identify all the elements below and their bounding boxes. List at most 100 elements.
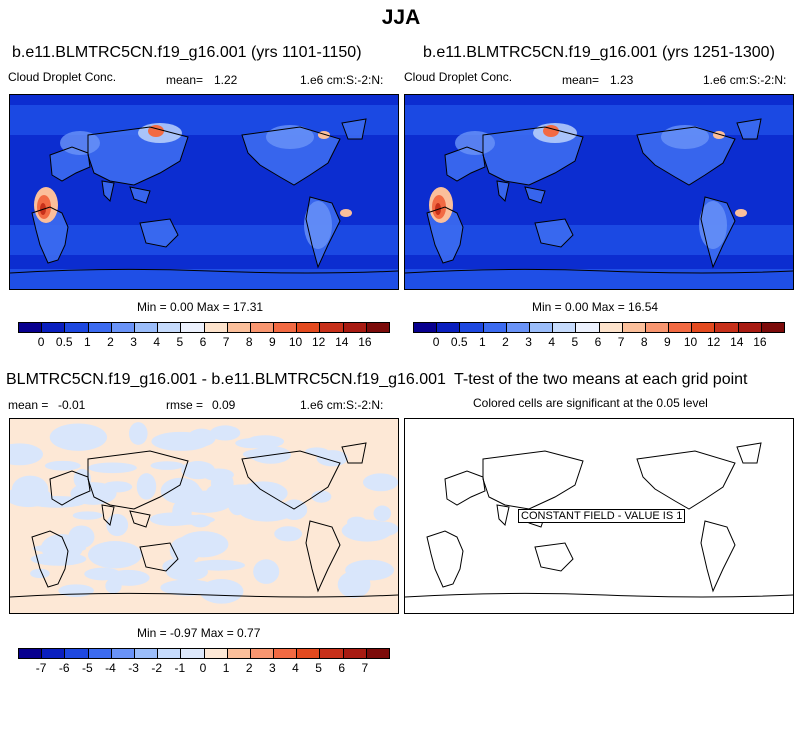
colorbar-cell [622,323,646,332]
continent-fill [737,119,761,139]
negative-diff-patch [106,513,129,537]
colorbar-cell [320,323,344,332]
panel1-mean-value: 1.22 [214,73,238,87]
coastline [341,118,367,140]
coastline [139,218,179,248]
colorbar-tick-label: 1 [479,335,486,349]
continent-fill [140,219,178,247]
coastline [700,520,736,593]
panel1-units-label: 1.e6 cm:S:-2:N: [300,73,384,87]
colorbar-cell [227,323,251,332]
figure-title: JJA [381,6,421,29]
coastline [700,196,736,269]
colorbar-cell [204,323,228,332]
coastline [534,218,574,248]
colorbar-cell [297,649,321,658]
colorbar-cell [366,323,389,332]
negative-diff-patch [311,490,332,503]
coastline [129,186,151,204]
colorbar-tick-label: 3 [130,335,137,349]
negative-diff-patch [274,526,303,542]
coastline [482,126,584,186]
coastline [496,180,510,202]
colorbar-cell [88,649,112,658]
colorbar-cell [250,323,275,332]
colorbar-tick-label: 4 [548,335,556,349]
world-map [405,442,793,598]
colorbar-cell [42,323,66,332]
panel3-units-label: 1.e6 cm:S:-2:N: [300,398,384,412]
colorbar-cell [158,649,182,658]
colorbar-cell [320,649,344,658]
colorbar-tick-label: 12 [706,335,721,349]
coastline [101,180,115,202]
negative-diff-patch [177,490,233,514]
colorbar-tick-label: -4 [105,661,116,675]
panel4-map [404,418,794,614]
colorbar-tick-label: 10 [288,335,303,349]
panel1-title: b.e11.BLMTRC5CN.f19_g16.001 (yrs 1101-11… [12,44,362,61]
coastline [444,146,486,182]
colorbar-tick-label: 6 [594,335,602,349]
colorbar-cell [414,323,438,332]
colorbar-cell [158,323,182,332]
panel2-map [404,94,794,290]
colorbar-tick-label: 8 [640,335,648,349]
continent-fill [535,219,573,247]
negative-diff-patch [362,473,398,492]
negative-diff-patch [65,430,86,440]
coastline [87,126,189,186]
negative-diff-patch [73,468,91,489]
colorbar-cell [181,323,205,332]
panel2-title: b.e11.BLMTRC5CN.f19_g16.001 (yrs 1251-13… [423,44,775,61]
colorbar-tick-label: 0 [37,335,45,349]
panel3-rmse-label: rmse = [166,398,204,412]
coastline [426,530,464,588]
colorbar-tick-label: 6 [199,335,207,349]
colorbar-cell [42,649,66,658]
panel2-colorbar [413,322,785,333]
colorbar-tick-label: -1 [174,661,186,675]
negative-diff-patch [367,521,398,537]
colorbar-tick-label: 7 [222,335,230,349]
constant-field-label: CONSTANT FIELD - VALUE IS 1 [518,509,686,523]
colorbar-tick-label: 5 [176,335,184,349]
continent-fill [445,147,485,181]
negative-diff-patch [177,531,229,558]
coastline [139,542,179,572]
colorbar-cell [343,323,367,332]
coastline [496,504,510,526]
continent-fill [342,119,366,139]
negative-diff-patch [88,541,142,569]
colorbar-cell [599,323,623,332]
colorbar-cell [134,323,159,332]
panel1-minmax: Min = 0.00 Max = 17.31 [137,300,264,314]
colorbar-tick-label: -7 [35,661,47,675]
panel3-colorbar-labels: -7 -6 -5 -4 -3 -2 -1 0 1 2 3 4 5 6 7 [18,661,388,675]
colorbar-tick-label: 6 [338,661,346,675]
colorbar-cell [297,323,321,332]
panel4-subtitle: Colored cells are significant at the 0.0… [473,396,708,410]
colorbar-tick-label: -3 [128,661,139,675]
coastline [636,450,736,510]
colorbar-cell [529,323,554,332]
coastline [305,520,341,593]
coastline [736,442,762,464]
colorbar-tick-label: 12 [311,335,326,349]
negative-diff-patch [238,500,295,522]
panel2-colorbar-labels: 0 0.5 1 2 3 4 5 6 7 8 9 10 12 14 16 [413,335,783,349]
negative-diff-patch [102,481,133,493]
colorbar-cell [483,323,507,332]
colorbar-cell [274,649,298,658]
colorbar-tick-label: 0 [199,661,207,675]
colorbar-tick-label: 0 [432,335,440,349]
colorbar-tick-label: 2 [502,335,509,349]
coastline [636,126,736,186]
colorbar-cell [65,649,89,658]
colorbar-tick-label: 1 [84,335,91,349]
coastline [341,442,367,464]
colorbar-tick-label: -5 [82,661,93,675]
panel1-map [9,94,399,290]
colorbar-tick-label: 16 [753,335,767,349]
panel3-mean-label: mean = [8,398,49,412]
